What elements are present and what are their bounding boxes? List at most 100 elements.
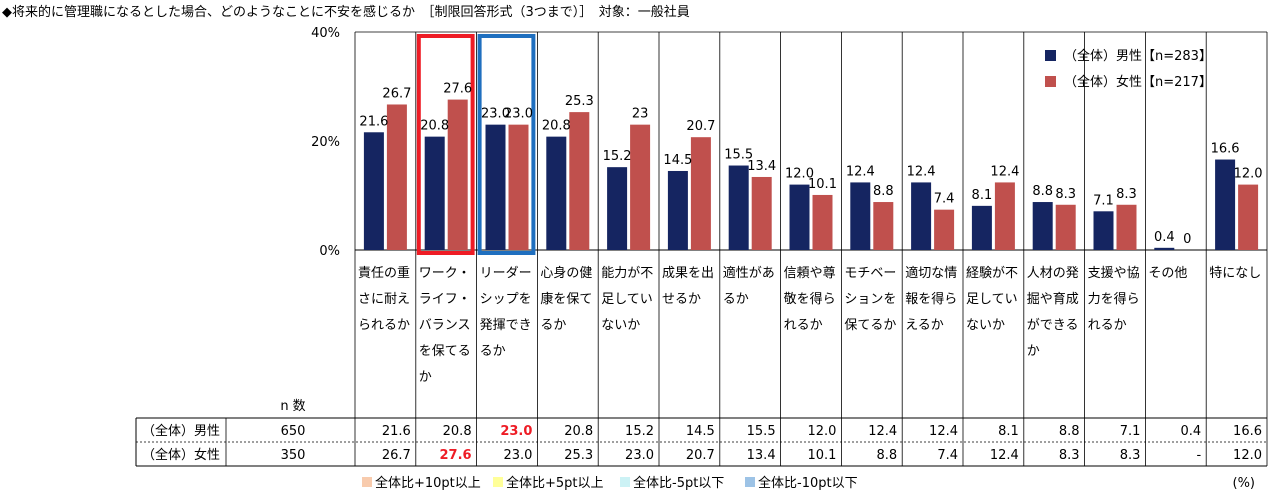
category-label: るか bbox=[540, 318, 566, 333]
bar bbox=[569, 112, 590, 251]
table-cell: - bbox=[1196, 448, 1201, 463]
y-tick-label: 20% bbox=[311, 135, 340, 150]
bar bbox=[751, 176, 772, 250]
category-label: ションを bbox=[844, 292, 896, 307]
table-cell: 8.1 bbox=[998, 424, 1019, 439]
category-label: バランス bbox=[419, 318, 471, 333]
table-cell: 12.4 bbox=[929, 424, 958, 439]
category-labels: 責任の重さに耐えられるかワーク・ライフ・バランスを保てるかリーダーシップを発揮で… bbox=[358, 265, 1261, 385]
table-cell: 12.0 bbox=[1233, 448, 1262, 463]
category-label: 責任の重 bbox=[358, 265, 410, 281]
category-label: ないか bbox=[601, 318, 640, 333]
footer-legend: 全体比+10pt以上 全体比+5pt以上 全体比-5pt以下 全体比-10pt以下 (%… bbox=[362, 475, 1255, 491]
category-label: えるか bbox=[905, 318, 944, 333]
table-cell: 8.3 bbox=[1120, 448, 1141, 463]
n-header: n 数 bbox=[280, 399, 305, 414]
data-table: n 数 （全体）男性 650 21.6 20.8 23.0 20.8 15.2 14.5 15.5… bbox=[135, 399, 1268, 467]
data-label: 23.0 bbox=[504, 107, 533, 122]
table-cell: 7.1 bbox=[1120, 424, 1141, 439]
bars bbox=[363, 99, 1259, 251]
data-label: 15.5 bbox=[724, 148, 753, 163]
category-label: るか bbox=[723, 292, 749, 307]
bar bbox=[667, 170, 688, 250]
highlight-frame bbox=[477, 34, 536, 255]
table-row-label: （全体）女性 bbox=[142, 447, 220, 463]
y-tick-label: 0% bbox=[319, 244, 340, 259]
bar bbox=[1154, 247, 1175, 250]
table-cell: 13.4 bbox=[747, 448, 776, 463]
data-label: 21.6 bbox=[359, 114, 388, 129]
unit-label: (%) bbox=[1233, 476, 1256, 491]
footer-legend-label: 全体比+10pt以上 bbox=[375, 475, 481, 491]
data-label: 16.6 bbox=[1211, 142, 1240, 157]
category-label: 適切な情 bbox=[905, 265, 957, 281]
bar bbox=[728, 165, 749, 250]
footer-legend-swatch bbox=[362, 477, 372, 487]
category-label: られるか bbox=[358, 318, 410, 333]
data-label: 12.4 bbox=[846, 164, 875, 179]
data-label: 8.8 bbox=[1032, 184, 1053, 199]
table-n-value: 350 bbox=[281, 448, 306, 463]
bar bbox=[546, 136, 567, 250]
category-label: 保てるか bbox=[844, 318, 896, 333]
table-cell: 8.8 bbox=[877, 448, 898, 463]
highlight-frame bbox=[416, 34, 475, 255]
category-label: モチベー bbox=[844, 266, 896, 281]
data-label: 25.3 bbox=[565, 94, 594, 109]
data-label: 7.1 bbox=[1093, 193, 1114, 208]
data-label: 8.3 bbox=[1116, 187, 1137, 202]
data-label: 12.0 bbox=[785, 167, 814, 182]
table-cell: 8.3 bbox=[1059, 448, 1080, 463]
bar bbox=[812, 194, 833, 250]
bar bbox=[911, 182, 932, 250]
category-label: れるか bbox=[784, 318, 823, 333]
bar bbox=[1238, 184, 1259, 250]
category-label: るか bbox=[480, 344, 506, 359]
table-cell: 15.5 bbox=[747, 424, 776, 439]
bar bbox=[1093, 211, 1114, 250]
bar bbox=[850, 182, 871, 250]
category-label: その他 bbox=[1148, 266, 1187, 281]
table-cell: 23.0 bbox=[625, 448, 654, 463]
data-label: 8.1 bbox=[972, 188, 993, 203]
bar bbox=[424, 136, 445, 250]
category-label: を保てる bbox=[419, 344, 471, 359]
footer-legend-label: 全体比-10pt以下 bbox=[758, 475, 858, 491]
table-cell: 21.6 bbox=[382, 424, 411, 439]
data-label: 12.4 bbox=[907, 164, 936, 179]
footer-legend-swatch bbox=[493, 477, 503, 487]
category-label: 適性があ bbox=[723, 265, 775, 281]
bar bbox=[971, 205, 992, 250]
table-cell: 23.0 bbox=[500, 424, 532, 439]
table-cell: 0.4 bbox=[1181, 424, 1202, 439]
data-labels: 21.6 20.8 23.0 20.8 15.2 14.5 15.5 12.0 12.4 12.4… bbox=[359, 82, 1262, 247]
category-label: 発揮でき bbox=[480, 318, 532, 333]
data-label: 10.1 bbox=[808, 177, 837, 192]
table-cell: 8.8 bbox=[1059, 424, 1080, 439]
data-label: 27.6 bbox=[443, 82, 472, 97]
category-label: 報を得ら bbox=[905, 291, 957, 307]
table-cell: 25.3 bbox=[564, 448, 593, 463]
table-cell: 27.6 bbox=[440, 448, 472, 463]
bar bbox=[485, 124, 506, 250]
category-label: 信頼や尊 bbox=[784, 265, 836, 281]
category-label: 経験が不 bbox=[966, 266, 1018, 281]
bar bbox=[789, 184, 810, 250]
category-label: ライフ・ bbox=[419, 292, 471, 307]
bar bbox=[994, 182, 1015, 250]
table-row-label: （全体）男性 bbox=[142, 423, 220, 439]
table-cell: 10.1 bbox=[807, 448, 836, 463]
table-cell: 12.0 bbox=[807, 424, 836, 439]
bar bbox=[1116, 204, 1137, 250]
data-label: 0.4 bbox=[1154, 230, 1175, 245]
data-label: 8.8 bbox=[873, 184, 894, 199]
table-cell: 16.6 bbox=[1233, 424, 1262, 439]
legend-label: （全体）女性【n=217】 bbox=[1064, 74, 1212, 90]
bar bbox=[934, 209, 955, 250]
bar bbox=[386, 104, 407, 250]
footer-legend-label: 全体比+5pt以上 bbox=[506, 475, 604, 491]
data-label: 13.4 bbox=[747, 159, 776, 174]
category-label: か bbox=[419, 370, 432, 385]
chart-title: ◆将来的に管理職になるとした場合、どのようなことに不安を感じるか ［制限回答形式… bbox=[2, 5, 690, 20]
grid-lines bbox=[354, 31, 1268, 418]
